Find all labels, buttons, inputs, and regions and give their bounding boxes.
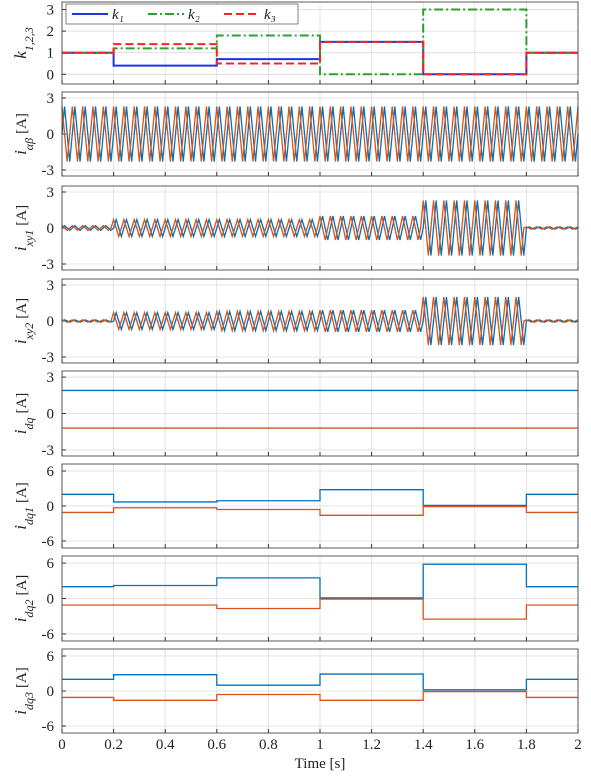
y-tick-label: 1 bbox=[47, 46, 55, 62]
plot-frame bbox=[61, 1, 579, 85]
series-line bbox=[61, 106, 579, 162]
y-label-subscript: dq2 bbox=[22, 600, 36, 618]
plot-frame bbox=[61, 648, 579, 734]
plot-frame bbox=[61, 185, 579, 271]
y-label-symbol: i bbox=[11, 339, 30, 344]
x-tick-label: 1 bbox=[316, 737, 324, 753]
y-tick-label: -6 bbox=[42, 719, 55, 735]
series-line bbox=[62, 563, 578, 599]
y-axis-label: idq2 [A] bbox=[11, 575, 36, 623]
y-tick-label: 0 bbox=[47, 499, 55, 515]
series-line bbox=[62, 505, 578, 516]
series-line bbox=[62, 673, 578, 691]
y-axis-label: k1,2,3 bbox=[11, 27, 36, 59]
series-line bbox=[61, 296, 579, 346]
y-tick-label: -6 bbox=[42, 534, 55, 550]
y-label-subscript: dq3 bbox=[22, 692, 36, 710]
y-tick-label: -3 bbox=[42, 257, 55, 273]
y-axis-label: ixy2 [A] bbox=[11, 298, 36, 344]
y-label-symbol: i bbox=[11, 617, 30, 622]
plot-frame bbox=[61, 555, 579, 642]
x-tick-label: 0.6 bbox=[207, 737, 226, 753]
y-axis-label: idq [A] bbox=[11, 393, 36, 435]
y-label-unit: [A] bbox=[14, 298, 30, 319]
y-label-subscript: dq1 bbox=[22, 507, 36, 525]
y-label-unit: [A] bbox=[14, 482, 30, 503]
legend-label: k₁ bbox=[112, 7, 124, 23]
y-tick-label: 2 bbox=[47, 24, 55, 40]
y-label-symbol: k bbox=[11, 51, 30, 59]
series-line bbox=[62, 690, 578, 701]
y-label-subscript: 1,2,3 bbox=[22, 27, 36, 51]
y-tick-label: -3 bbox=[42, 163, 55, 179]
x-tick-label: 0 bbox=[58, 737, 66, 753]
y-label-unit: [A] bbox=[14, 575, 30, 596]
y-tick-label: -3 bbox=[42, 443, 55, 459]
y-label-symbol: i bbox=[11, 246, 30, 251]
y-tick-label: 6 bbox=[47, 556, 55, 572]
y-label-unit: [A] bbox=[14, 393, 30, 414]
plot-frame bbox=[61, 91, 579, 177]
y-tick-label: 0 bbox=[47, 314, 55, 330]
series-line bbox=[61, 200, 579, 256]
y-tick-label: 3 bbox=[47, 370, 55, 386]
y-label-unit: [A] bbox=[14, 113, 30, 134]
y-label-symbol: i bbox=[11, 150, 30, 155]
y-axis-label: ixy1 [A] bbox=[11, 205, 36, 251]
y-tick-label: 3 bbox=[47, 3, 55, 19]
x-axis-label: Time [s] bbox=[295, 756, 346, 772]
series-line bbox=[62, 598, 578, 620]
x-tick-label: 1.4 bbox=[414, 737, 433, 753]
y-tick-label: 3 bbox=[47, 185, 55, 201]
x-tick-label: 0.8 bbox=[259, 737, 278, 753]
x-tick-label: 1.8 bbox=[517, 737, 536, 753]
y-axis-label: idq1 [A] bbox=[11, 482, 36, 530]
series-line bbox=[61, 296, 579, 346]
y-axis-label: iαβ [A] bbox=[11, 113, 36, 155]
legend-label: k₃ bbox=[264, 7, 276, 23]
y-axis-label: idq3 [A] bbox=[11, 667, 36, 715]
plot-frame bbox=[61, 463, 579, 549]
series-line bbox=[62, 489, 578, 507]
series-line bbox=[61, 200, 579, 256]
series-line bbox=[61, 106, 579, 162]
y-tick-label: 0 bbox=[47, 127, 55, 143]
y-tick-label: 0 bbox=[47, 221, 55, 237]
legend-label: k₂ bbox=[188, 7, 200, 23]
y-label-subscript: αβ bbox=[22, 138, 36, 150]
y-label-symbol: i bbox=[11, 525, 30, 530]
y-label-unit: [A] bbox=[14, 205, 30, 226]
x-tick-label: 1.2 bbox=[362, 737, 381, 753]
y-label-unit: [A] bbox=[14, 667, 30, 688]
y-tick-label: 3 bbox=[47, 91, 55, 107]
x-tick-label: 1.6 bbox=[465, 737, 484, 753]
y-tick-label: 0 bbox=[47, 67, 55, 83]
y-label-subscript: dq bbox=[22, 418, 36, 430]
y-tick-label: 0 bbox=[47, 592, 55, 608]
x-tick-label: 2 bbox=[574, 737, 582, 753]
plot-frame bbox=[61, 278, 579, 364]
y-tick-label: 6 bbox=[47, 649, 55, 665]
y-tick-label: 6 bbox=[47, 464, 55, 480]
y-tick-label: 0 bbox=[47, 684, 55, 700]
plot-frame bbox=[61, 370, 579, 457]
y-label-symbol: i bbox=[11, 710, 30, 715]
y-tick-label: -3 bbox=[42, 350, 55, 366]
x-tick-label: 0.2 bbox=[104, 737, 123, 753]
y-tick-label: 0 bbox=[47, 407, 55, 423]
y-tick-label: 3 bbox=[47, 278, 55, 294]
x-tick-label: 0.4 bbox=[156, 737, 175, 753]
y-tick-label: -6 bbox=[42, 627, 55, 643]
y-label-symbol: i bbox=[11, 429, 30, 434]
y-label-subscript: xy2 bbox=[22, 323, 36, 341]
y-label-subscript: xy1 bbox=[22, 230, 36, 248]
